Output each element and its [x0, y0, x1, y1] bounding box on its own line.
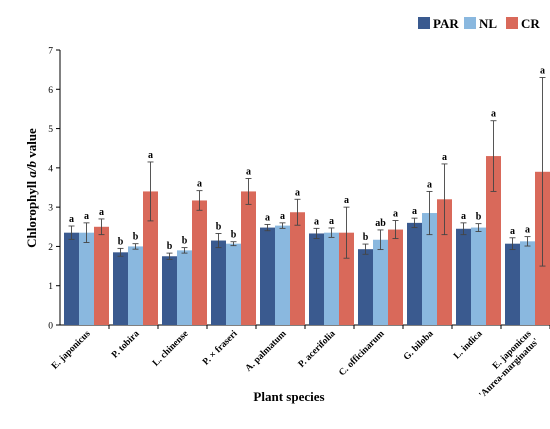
significance-label: a: [246, 166, 251, 177]
bar-nl: [275, 225, 290, 325]
significance-label: b: [167, 241, 173, 252]
bar-cr: [388, 229, 403, 325]
legend-swatch-par: [418, 17, 430, 29]
significance-label: a: [329, 216, 334, 227]
bar-par: [407, 222, 422, 325]
significance-label: b: [118, 236, 124, 247]
significance-label: a: [99, 207, 104, 218]
bar-nl: [177, 250, 192, 325]
bar-cr: [290, 212, 305, 325]
significance-label: a: [427, 179, 432, 190]
bar-cr: [486, 156, 501, 325]
significance-label: b: [476, 212, 482, 223]
significance-label: b: [363, 232, 369, 243]
significance-label: a: [461, 211, 466, 222]
y-axis-title-part-2: a/b: [24, 161, 39, 178]
significance-label: a: [148, 150, 153, 161]
bar-nl: [471, 227, 486, 325]
significance-label: a: [314, 216, 319, 227]
bar-cr: [339, 232, 354, 325]
significance-label: a: [393, 209, 398, 220]
y-tick-label: 3: [48, 204, 53, 214]
significance-label: a: [525, 225, 530, 236]
bar-cr: [94, 226, 109, 325]
significance-label: a: [442, 152, 447, 163]
y-axis-title-part-3: value: [24, 128, 39, 161]
bar-nl: [520, 241, 535, 325]
bar-nl: [373, 239, 388, 325]
y-tick-label: 0: [48, 322, 53, 332]
significance-label: a: [412, 206, 417, 217]
x-axis-title: Plant species: [253, 389, 324, 404]
bar-cr: [143, 191, 158, 325]
bar-par: [260, 227, 275, 325]
bar-par: [456, 228, 471, 325]
legend-label-par: PAR: [433, 16, 459, 31]
legend-swatch-cr: [506, 17, 518, 29]
y-axis-title: Chlorophyll a/b value: [24, 128, 39, 248]
bar-par: [64, 232, 79, 325]
bar-par: [113, 252, 128, 325]
significance-label: a: [540, 66, 545, 77]
bar-par: [505, 243, 520, 325]
significance-label: b: [133, 232, 139, 243]
significance-label: a: [510, 226, 515, 237]
y-tick-label: 6: [48, 86, 53, 96]
bar-par: [211, 240, 226, 325]
y-tick-label: 2: [48, 243, 53, 253]
significance-label: a: [197, 179, 202, 190]
bar-nl: [79, 232, 94, 325]
significance-label: b: [182, 236, 188, 247]
bar-nl: [422, 213, 437, 325]
legend: PAR NL CR: [418, 16, 540, 31]
y-tick-label: 1: [48, 282, 53, 292]
significance-label: a: [265, 212, 270, 223]
significance-label: a: [69, 214, 74, 225]
bar-par: [358, 249, 373, 325]
significance-label: a: [295, 187, 300, 198]
bar-nl: [226, 243, 241, 325]
significance-label: ab: [375, 218, 386, 229]
significance-label: a: [491, 109, 496, 120]
bar-cr: [241, 191, 256, 325]
bar-par: [162, 256, 177, 325]
y-tick-label: 4: [48, 164, 53, 174]
y-tick-label: 5: [48, 125, 53, 135]
legend-swatch-nl: [464, 17, 476, 29]
legend-label-nl: NL: [479, 16, 497, 31]
significance-label: b: [231, 230, 237, 241]
legend-label-cr: CR: [521, 16, 540, 31]
y-tick-label: 7: [48, 47, 53, 57]
significance-label: a: [84, 211, 89, 222]
significance-label: b: [216, 221, 222, 232]
bar-nl: [128, 246, 143, 325]
significance-label: a: [280, 211, 285, 222]
bar-cr: [437, 199, 452, 325]
y-axis-title-part-1: Chlorophyll: [24, 178, 39, 248]
bar-nl: [324, 232, 339, 325]
bar-cr: [192, 200, 207, 325]
significance-label: a: [344, 195, 349, 206]
bar-par: [309, 233, 324, 325]
